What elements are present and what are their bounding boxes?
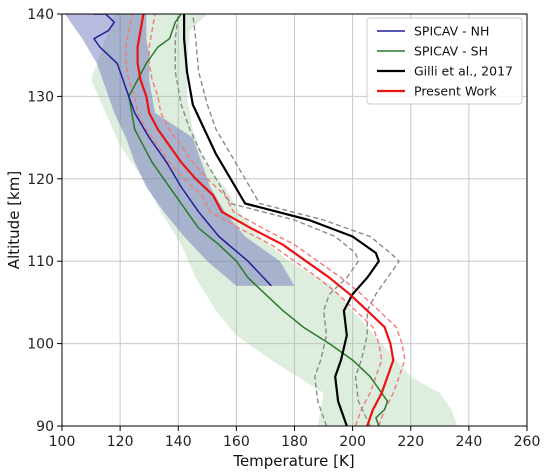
x-tick-label: 180 [281,434,308,450]
y-tick-label: 140 [27,7,54,23]
legend-label: SPICAV - SH [414,44,488,59]
y-tick-label: 130 [27,89,54,105]
x-tick-label: 120 [107,434,134,450]
gilli-upper-line [192,14,400,426]
present-lower-line [125,14,383,426]
uncertainty-bands [64,14,458,426]
series-lines [93,14,406,426]
x-tick-label: 240 [456,434,483,450]
spicav-sh-band [91,14,458,426]
legend-label: SPICAV - NH [414,24,489,39]
present-line [136,14,395,426]
legend-label: Present Work [414,84,497,99]
x-axis-ticks: 100 120 140 160 180 200 220 240 260 [49,426,541,450]
x-tick-label: 100 [49,434,76,450]
x-tick-label: 160 [223,434,250,450]
x-tick-label: 200 [339,434,366,450]
x-axis-title: Temperature [K] [232,452,354,470]
x-tick-label: 140 [165,434,192,450]
legend-label: Gilli et al., 2017 [414,64,513,79]
x-tick-label: 260 [514,434,541,450]
present-upper-line [148,14,406,426]
y-tick-label: 120 [27,172,54,188]
x-tick-label: 220 [397,434,424,450]
y-tick-label: 110 [27,254,54,270]
y-axis-title: Altitude [km] [5,171,23,269]
spicav-nh-line [93,14,272,287]
spicav-nh-band [64,14,295,286]
y-tick-label: 100 [27,337,54,353]
gilli-lower-line [174,14,360,426]
gilli-line [183,14,380,426]
y-tick-label: 90 [36,419,54,435]
legend-box [366,17,523,105]
y-axis-ticks: 90 100 110 120 130 140 [27,7,62,435]
legend: SPICAV - NH SPICAV - SH Gilli et al., 2017… [366,17,523,105]
